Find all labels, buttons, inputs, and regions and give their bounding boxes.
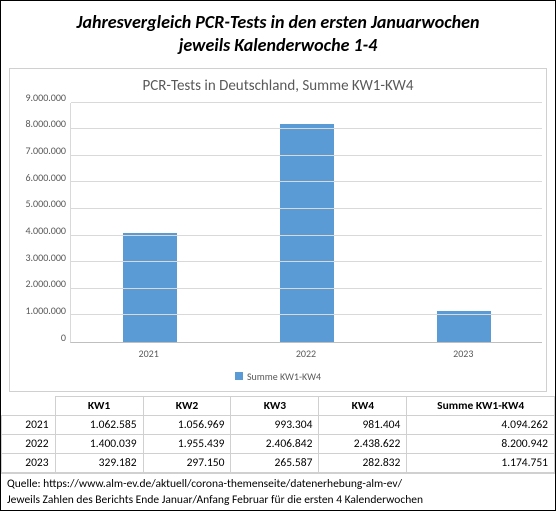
x-label: 2023 (453, 347, 473, 360)
th: KW2 (143, 396, 231, 415)
x-axis: 2021 2022 2023 (70, 343, 542, 360)
cell: 8.200.942 (407, 434, 555, 453)
title-line1: Jahresvergleich PCR-Tests in den ersten … (21, 11, 535, 34)
gridline (71, 208, 542, 209)
gridline (71, 288, 542, 289)
cell: 1.062.585 (55, 415, 143, 434)
cell: 1.955.439 (143, 434, 231, 453)
th: Summe KW1-KW4 (407, 396, 555, 415)
legend-swatch (235, 372, 243, 380)
cell: 1.056.969 (143, 415, 231, 434)
row-label: 2023 (2, 453, 56, 472)
cell: 2.406.842 (231, 434, 319, 453)
gridline (71, 261, 542, 262)
cell: 1.400.039 (55, 434, 143, 453)
title-line2: jeweils Kalenderwoche 1-4 (21, 34, 535, 57)
gridline (71, 102, 542, 103)
row-label: 2022 (2, 434, 56, 453)
bar (280, 124, 334, 342)
grid (70, 103, 542, 343)
gridline (71, 155, 542, 156)
cell: 297.150 (143, 453, 231, 472)
cell: 981.404 (319, 415, 407, 434)
th: KW3 (231, 396, 319, 415)
plot-area: 9.000.000 8.000.000 7.000.000 6.000.000 … (14, 103, 542, 343)
x-categories: 2021 2022 2023 (70, 343, 542, 360)
document: Jahresvergleich PCR-Tests in den ersten … (0, 0, 556, 511)
chart-title: PCR-Tests in Deutschland, Summe KW1-KW4 (14, 73, 542, 103)
data-table: KW1 KW2 KW3 KW4 Summe KW1-KW4 20211.062.… (1, 396, 555, 473)
source: Quelle: https://www.alm-ev.de/aktuell/co… (1, 473, 555, 510)
x-label: 2022 (296, 347, 316, 360)
cell: 2.438.622 (319, 434, 407, 453)
row-label: 2021 (2, 415, 56, 434)
cell: 329.182 (55, 453, 143, 472)
th-empty (2, 396, 56, 415)
x-label: 2021 (139, 347, 159, 360)
legend: Summe KW1-KW4 (14, 360, 542, 383)
chart: PCR-Tests in Deutschland, Summe KW1-KW4 … (9, 68, 547, 392)
cell: 993.304 (231, 415, 319, 434)
bars (71, 103, 542, 342)
th: KW4 (319, 396, 407, 415)
main-title: Jahresvergleich PCR-Tests in den ersten … (1, 1, 555, 64)
cell: 282.832 (319, 453, 407, 472)
bar (437, 311, 491, 342)
cell: 265.587 (231, 453, 319, 472)
table-row: 2023329.182297.150265.587282.8321.174.75… (2, 453, 555, 472)
source-line2: Jeweils Zahlen des Berichts Ende Januar/… (7, 492, 549, 508)
gridline (71, 181, 542, 182)
gridline (71, 128, 542, 129)
table-row: 20221.400.0391.955.4392.406.8422.438.622… (2, 434, 555, 453)
table-row: 20211.062.5851.056.969993.304981.4044.09… (2, 415, 555, 434)
cell: 4.094.262 (407, 415, 555, 434)
gridline (71, 314, 542, 315)
legend-label: Summe KW1-KW4 (247, 370, 321, 383)
gridline (71, 235, 542, 236)
source-line1: Quelle: https://www.alm-ev.de/aktuell/co… (7, 476, 549, 492)
cell: 1.174.751 (407, 453, 555, 472)
y-axis: 9.000.000 8.000.000 7.000.000 6.000.000 … (14, 103, 70, 343)
th: KW1 (55, 396, 143, 415)
